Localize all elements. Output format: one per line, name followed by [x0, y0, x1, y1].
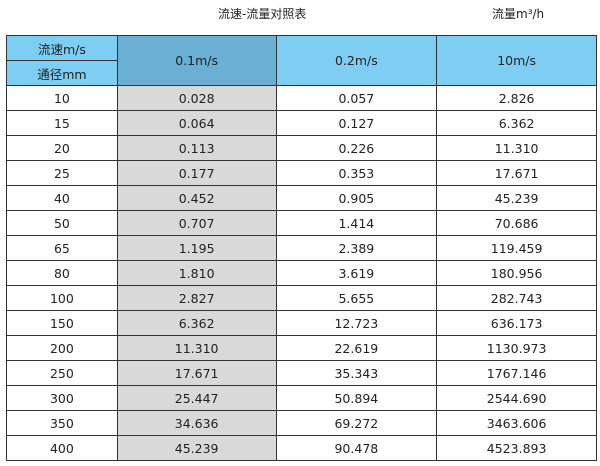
diameter-cell: 15: [6, 110, 118, 136]
table-row: 400 45.239 90.478 4523.893: [6, 435, 597, 461]
unit-label: 流量m³/h: [492, 7, 545, 21]
diameter-header: 通径mm: [6, 60, 118, 86]
table-row: 200 11.310 22.619 1130.973: [6, 335, 597, 361]
diameter-cell: 50: [6, 210, 118, 236]
flow-cell: 2.389: [275, 235, 438, 261]
flow-cell: 1130.973: [436, 335, 597, 361]
diameter-cell: 350: [6, 410, 118, 436]
table-row: 15 0.064 0.127 6.362: [6, 110, 597, 136]
table-row: 65 1.195 2.389 119.459: [6, 235, 597, 261]
flow-cell: 3463.606: [436, 410, 597, 436]
column-header: 0.1m/s: [116, 35, 277, 86]
diameter-cell: 150: [6, 310, 118, 336]
column-header: 10m/s: [436, 35, 597, 86]
flow-cell: 17.671: [116, 360, 277, 386]
table-row: 25 0.177 0.353 17.671: [6, 160, 597, 186]
table-row: 10 0.028 0.057 2.826: [6, 85, 597, 111]
flow-table: 流速m/s 0.1m/s 0.2m/s 10m/s 通径mm 10 0.028 0.…: [6, 35, 597, 461]
flow-cell: 11.310: [436, 135, 597, 161]
flow-cell: 50.894: [275, 385, 438, 411]
flow-cell: 0.028: [116, 85, 277, 111]
diameter-cell: 300: [6, 385, 118, 411]
flow-cell: 2.826: [436, 85, 597, 111]
flow-cell: 70.686: [436, 210, 597, 236]
table-row: 20 0.113 0.226 11.310: [6, 135, 597, 161]
flow-cell: 0.452: [116, 185, 277, 211]
flow-cell: 0.057: [275, 85, 438, 111]
flow-cell: 636.173: [436, 310, 597, 336]
flow-cell: 45.239: [116, 435, 277, 461]
diameter-cell: 200: [6, 335, 118, 361]
flow-cell: 6.362: [436, 110, 597, 136]
diameter-cell: 250: [6, 360, 118, 386]
flow-cell: 2.827: [116, 285, 277, 311]
velocity-header: 流速m/s: [6, 35, 118, 61]
diameter-cell: 25: [6, 160, 118, 186]
flow-cell: 4523.893: [436, 435, 597, 461]
flow-cell: 180.956: [436, 260, 597, 286]
flow-cell: 34.636: [116, 410, 277, 436]
table-title: 流速-流量对照表: [218, 7, 307, 21]
flow-cell: 35.343: [275, 360, 438, 386]
flow-cell: 282.743: [436, 285, 597, 311]
flow-cell: 1767.146: [436, 360, 597, 386]
flow-cell: 0.707: [116, 210, 277, 236]
flow-cell: 0.127: [275, 110, 438, 136]
flow-cell: 0.226: [275, 135, 438, 161]
flow-cell: 69.272: [275, 410, 438, 436]
table-row: 80 1.810 3.619 180.956: [6, 260, 597, 286]
flow-cell: 0.064: [116, 110, 277, 136]
table-row: 50 0.707 1.414 70.686: [6, 210, 597, 236]
flow-cell: 12.723: [275, 310, 438, 336]
flow-cell: 22.619: [275, 335, 438, 361]
flow-cell: 6.362: [116, 310, 277, 336]
flow-cell: 119.459: [436, 235, 597, 261]
column-header: 0.2m/s: [275, 35, 438, 86]
table-row: 100 2.827 5.655 282.743: [6, 285, 597, 311]
table-row: 300 25.447 50.894 2544.690: [6, 385, 597, 411]
flow-cell: 90.478: [275, 435, 438, 461]
flow-cell: 5.655: [275, 285, 438, 311]
diameter-cell: 10: [6, 85, 118, 111]
flow-cell: 0.353: [275, 160, 438, 186]
diameter-cell: 80: [6, 260, 118, 286]
flow-cell: 1.195: [116, 235, 277, 261]
diameter-cell: 40: [6, 185, 118, 211]
flow-cell: 3.619: [275, 260, 438, 286]
flow-cell: 1.414: [275, 210, 438, 236]
flow-cell: 25.447: [116, 385, 277, 411]
diameter-cell: 100: [6, 285, 118, 311]
table-row: 40 0.452 0.905 45.239: [6, 185, 597, 211]
flow-cell: 0.113: [116, 135, 277, 161]
diameter-cell: 65: [6, 235, 118, 261]
table-row: 350 34.636 69.272 3463.606: [6, 410, 597, 436]
flow-cell: 17.671: [436, 160, 597, 186]
flow-cell: 0.177: [116, 160, 277, 186]
flow-cell: 2544.690: [436, 385, 597, 411]
flow-cell: 45.239: [436, 185, 597, 211]
table-row: 150 6.362 12.723 636.173: [6, 310, 597, 336]
diameter-cell: 400: [6, 435, 118, 461]
flow-cell: 1.810: [116, 260, 277, 286]
table-row: 250 17.671 35.343 1767.146: [6, 360, 597, 386]
diameter-cell: 20: [6, 135, 118, 161]
flow-cell: 0.905: [275, 185, 438, 211]
flow-cell: 11.310: [116, 335, 277, 361]
